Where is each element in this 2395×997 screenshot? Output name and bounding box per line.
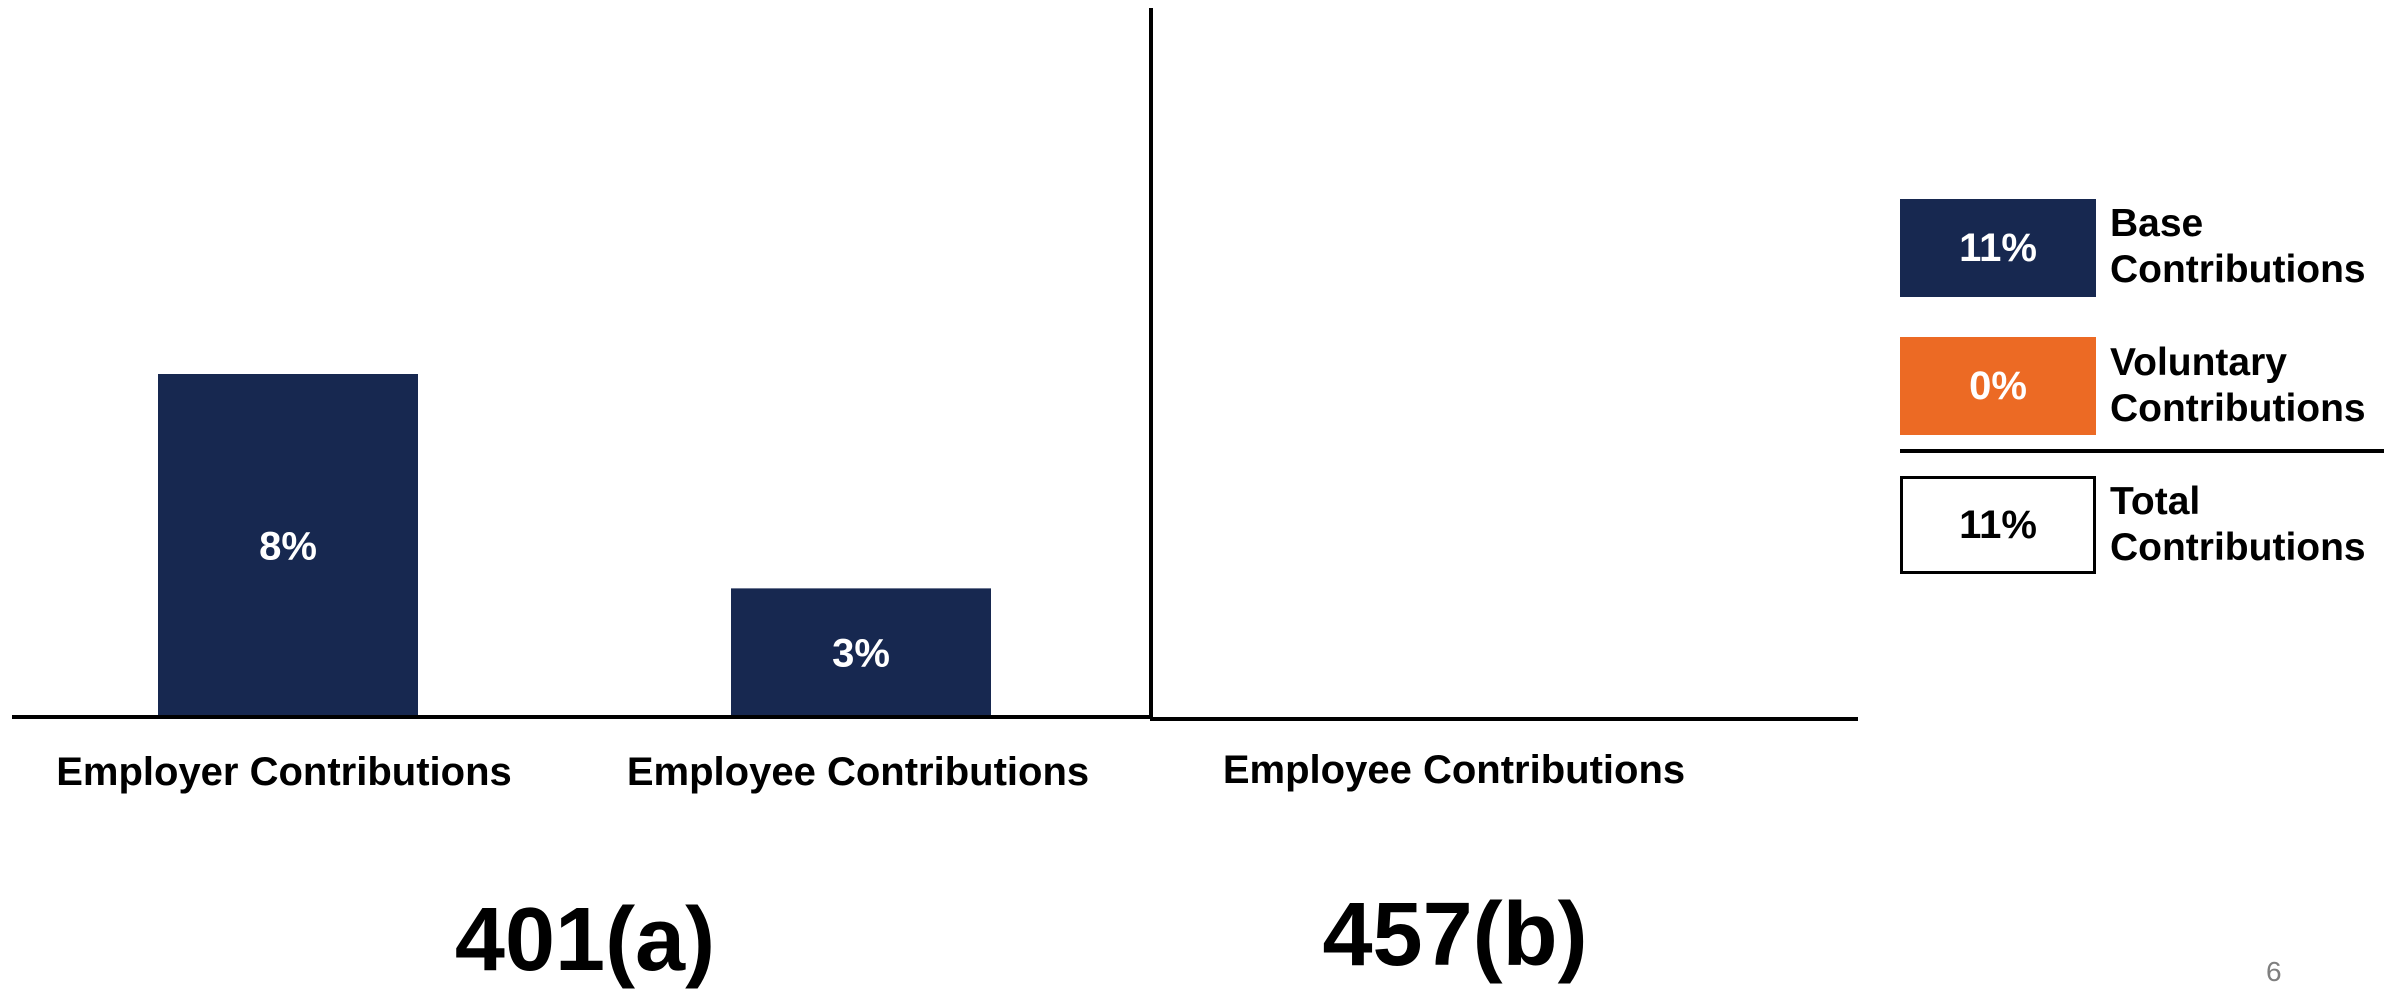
plan-label-401a: 401(a) xyxy=(454,890,716,990)
legend-label-total: Total Contributions xyxy=(2110,480,2366,569)
legend-swatch-base: 11% xyxy=(1900,199,2096,297)
bar-value-label-employee-401a: 3% xyxy=(832,632,890,676)
category-label-employer-401a: Employer Contributions xyxy=(56,750,512,794)
legend-label-voluntary: Voluntary Contributions xyxy=(2110,341,2366,430)
legend-swatch-voluntary: 0% xyxy=(1900,337,2096,435)
page-number: 6 xyxy=(2266,956,2282,987)
bars-layer: 8% 3% xyxy=(158,374,991,717)
bar-employer-401a xyxy=(158,374,418,717)
category-label-employee-457b: Employee Contributions xyxy=(1222,748,1686,792)
legend-label-base: Base Contributions xyxy=(2110,202,2366,291)
bar-value-label-employer-401a: 8% xyxy=(259,525,317,569)
category-label-employee-401a: Employee Contributions xyxy=(626,750,1090,794)
legend-swatch-total: 11% xyxy=(1900,476,2096,574)
bar-employee-401a xyxy=(731,588,991,717)
legend-divider xyxy=(1900,449,2384,453)
plan-label-457b: 457(b) xyxy=(1322,885,1588,985)
